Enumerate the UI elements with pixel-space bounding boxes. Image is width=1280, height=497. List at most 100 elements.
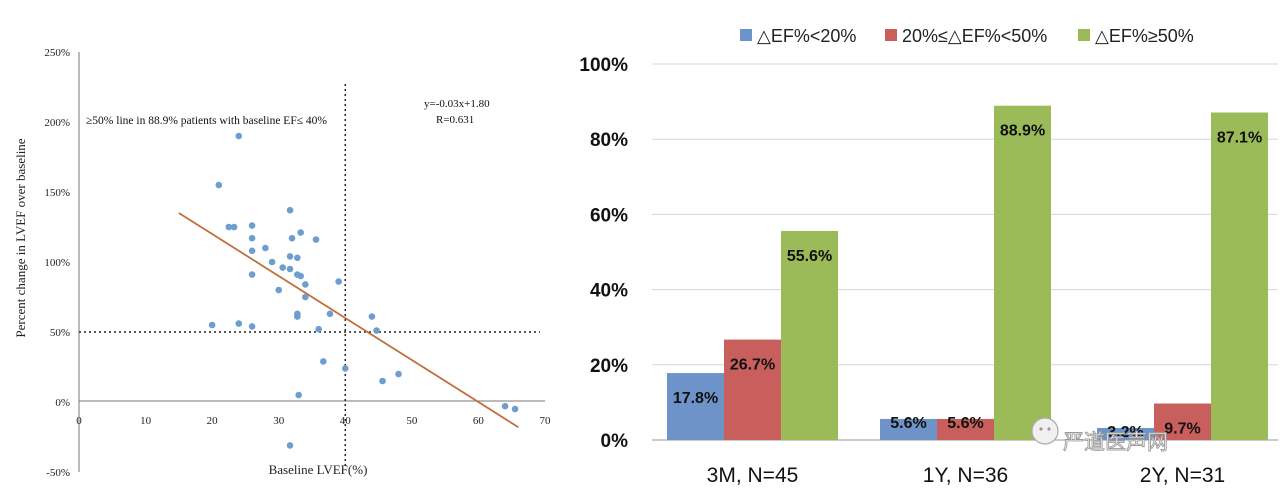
y-tick-label: -50% — [46, 467, 70, 479]
x-tick-label: 3M, N=45 — [707, 464, 799, 487]
data-label: 55.6% — [787, 248, 832, 265]
scatter-point — [208, 321, 216, 329]
watermark-text: 严道医声网 — [1063, 431, 1168, 454]
scatter-point — [248, 234, 256, 242]
r-value-text: R=0.631 — [436, 114, 474, 126]
scatter-point — [248, 247, 256, 255]
scatter-point — [315, 325, 322, 333]
scatter-point — [286, 265, 294, 273]
scatter-point — [511, 405, 519, 413]
bar — [724, 339, 781, 440]
y-tick-labels: 0% 20% 40% 60% 80% 100% — [579, 55, 628, 452]
scatter-point — [215, 181, 223, 189]
legend-swatch — [885, 29, 897, 41]
x-tick-label: 60 — [473, 415, 485, 427]
y-tick-label: 40% — [590, 281, 628, 302]
scatter-point — [302, 281, 309, 288]
scatter-point — [501, 402, 509, 410]
x-tick-label: 1Y, N=36 — [923, 464, 1008, 487]
y-tick-label: 50% — [50, 327, 70, 339]
scatter-chart: Percent change in LVEF over baseline Bas… — [13, 47, 551, 479]
x-tick-labels: 010203040506070 — [76, 415, 551, 427]
scatter-point — [341, 365, 349, 372]
annotation-text: ≥50% line in 88.9% patients with baselin… — [86, 115, 327, 127]
equation-text: y=-0.03x+1.80 — [424, 98, 490, 110]
x-tick-label: 0 — [76, 415, 82, 427]
y-tick-label: 250% — [44, 47, 70, 59]
scatter-point — [248, 222, 256, 229]
y-tick-label: 100% — [579, 55, 628, 76]
y-axis-label: Percent change in LVEF over baseline — [13, 138, 28, 337]
data-label: 26.7% — [730, 357, 775, 374]
scatter-point — [302, 293, 309, 301]
legend-label: △EF%≥50% — [1095, 26, 1194, 46]
data-label: 17.8% — [673, 390, 718, 407]
scatter-point — [248, 271, 256, 278]
bar — [1097, 427, 1154, 440]
y-tick-label: 200% — [44, 117, 70, 129]
scatter-point — [335, 278, 342, 285]
scatter-point — [294, 313, 301, 320]
scatter-point — [235, 132, 243, 140]
data-label: 5.6% — [947, 415, 983, 432]
legend-swatch — [1078, 29, 1090, 41]
x-tick-label: 20 — [207, 415, 219, 427]
scatter-point — [286, 253, 294, 260]
y-tick-labels: -50% 0% 50% 100% 150% 200% 250% — [44, 47, 70, 479]
x-tick-label: 2Y, N=31 — [1140, 464, 1225, 487]
wechat-icon — [1031, 417, 1059, 445]
scatter-points — [208, 132, 519, 449]
bar — [1211, 112, 1268, 440]
x-tick-label: 30 — [273, 415, 285, 427]
data-labels: 17.8% 26.7% 55.6% 5.6% 5.6% 88.9% 3.2% 9.7% 87.1… — [673, 123, 1262, 441]
scatter-point — [286, 206, 294, 214]
x-tick-label: 70 — [540, 415, 552, 427]
x-tick-label: 10 — [140, 415, 152, 427]
scatter-point — [262, 244, 269, 252]
data-label: 3.2% — [1107, 424, 1143, 441]
data-label: 87.1% — [1217, 130, 1262, 147]
scatter-point — [286, 442, 294, 449]
scatter-point — [230, 223, 238, 231]
y-tick-label: 150% — [44, 187, 70, 199]
bar — [994, 105, 1051, 441]
scatter-point — [268, 258, 276, 266]
wechat-icon-eye — [1039, 427, 1043, 431]
y-tick-label: 100% — [44, 257, 70, 269]
bar — [1154, 403, 1211, 440]
legend-label: 20%≤△EF%<50% — [902, 26, 1047, 46]
scatter-point — [297, 272, 304, 280]
bar — [667, 373, 724, 440]
x-axis-label: Baseline LVEF(%) — [269, 462, 368, 477]
scatter-point — [379, 377, 386, 385]
bar — [781, 230, 838, 440]
wechat-icon-eye — [1047, 427, 1051, 431]
bar — [937, 418, 994, 440]
y-tick-label: 20% — [590, 356, 628, 377]
y-tick-label: 0% — [55, 397, 70, 409]
watermark: 严道医声网 — [1031, 417, 1168, 454]
scatter-point — [320, 358, 327, 365]
bar — [880, 418, 937, 440]
scatter-point — [288, 234, 296, 242]
scatter-point — [294, 254, 301, 262]
scatter-point — [225, 223, 233, 231]
legend-swatch — [740, 29, 752, 41]
scatter-point — [275, 286, 283, 294]
x-tick-label: 50 — [406, 415, 418, 427]
scatter-point — [279, 264, 287, 271]
y-tick-label: 80% — [590, 130, 628, 151]
scatter-point — [235, 320, 243, 327]
bar-chart: △EF%<20% 20%≤△EF%<50% △EF%≥50% 0% 20% 40% 60%… — [579, 26, 1278, 487]
y-tick-label: 0% — [601, 431, 629, 452]
scatter-point — [326, 310, 334, 318]
scatter-point — [373, 327, 380, 334]
data-label: 88.9% — [1000, 123, 1045, 140]
legend-label: △EF%<20% — [757, 26, 856, 46]
legend: △EF%<20% 20%≤△EF%<50% △EF%≥50% — [740, 26, 1194, 46]
x-tick-labels: 3M, N=45 1Y, N=36 2Y, N=31 — [707, 464, 1226, 487]
scatter-point — [368, 313, 376, 320]
data-label: 9.7% — [1164, 421, 1200, 438]
scatter-point — [395, 370, 402, 378]
scatter-point — [297, 229, 304, 236]
